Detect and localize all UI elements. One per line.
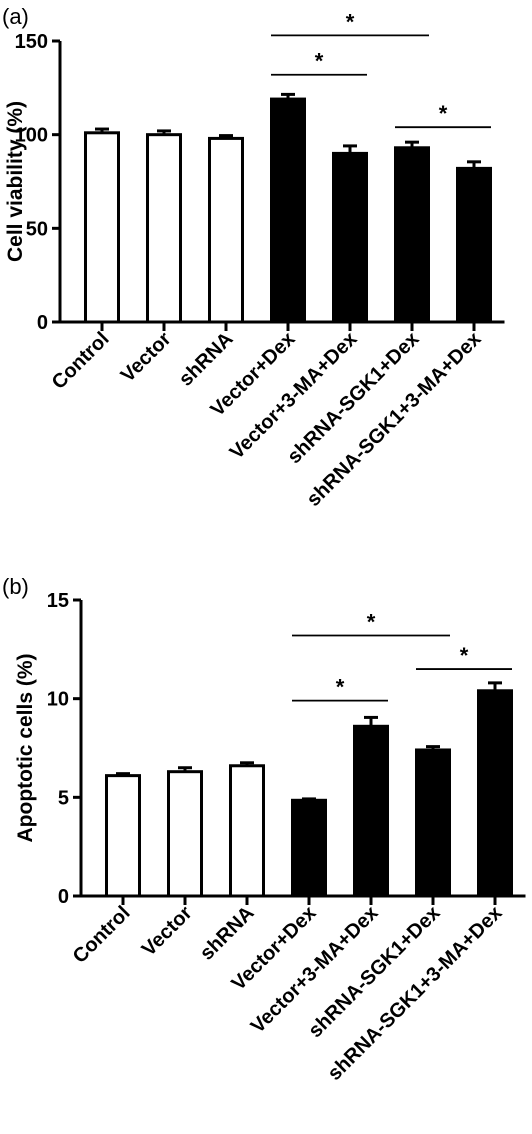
bar [477,689,513,898]
significance-star: * [336,675,345,700]
y-tick-label: 150 [15,31,48,53]
significance-star: * [460,643,469,668]
bar [146,133,182,324]
bar [415,748,451,898]
category-label: Control [69,902,135,968]
y-tick-label: 15 [47,590,69,612]
y-tick-label: 10 [47,689,69,711]
y-axis-title: Apoptotic cells (%) [14,653,37,842]
panel-b: (b) Apoptotic cells (%) 0 5 10 15 Control Vecto… [2,574,526,1085]
category-label: Vector [117,328,176,387]
y-tick-label: 0 [58,886,69,908]
bar [394,146,430,324]
bar [353,724,389,898]
panel-label: (b) [2,574,29,599]
y-axis-title: Cell viability (%) [4,101,27,262]
panel-label: (a) [2,4,29,29]
bar [270,97,306,324]
significance-star: * [367,610,376,635]
category-label: shRNA [175,328,238,391]
bar [291,798,327,898]
category-label: Control [48,328,114,394]
bar [229,764,265,898]
bar [332,151,368,324]
bar [84,131,120,324]
bar [208,136,244,324]
y-tick-label: 50 [26,218,48,240]
y-tick-label: 5 [58,787,69,809]
category-label: Vector [138,902,197,961]
category-label: shRNA [196,902,259,965]
significance-star: * [315,49,324,74]
panel-a: (a) Cell viability (%) 0 50 100 150 Control Vec… [2,4,505,511]
bar [105,774,141,898]
significance-star: * [439,101,448,126]
y-tick-label: 0 [37,312,48,334]
bar [167,770,203,898]
significance-star: * [346,9,355,34]
bar [456,166,492,324]
y-tick-label: 100 [15,125,48,147]
